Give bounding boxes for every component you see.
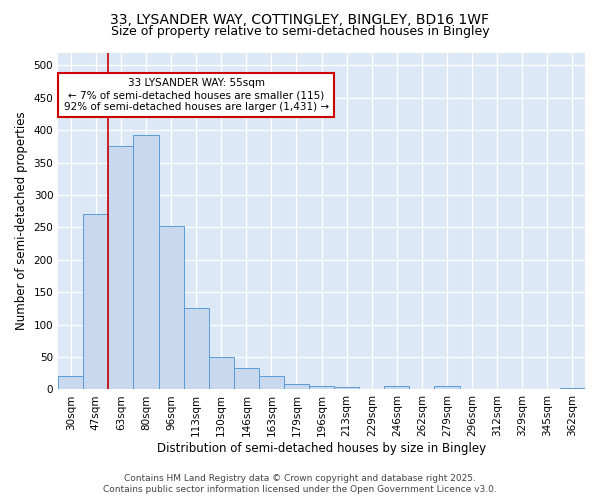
Text: Contains HM Land Registry data © Crown copyright and database right 2025.
Contai: Contains HM Land Registry data © Crown c… xyxy=(103,474,497,494)
Text: 33, LYSANDER WAY, COTTINGLEY, BINGLEY, BD16 1WF: 33, LYSANDER WAY, COTTINGLEY, BINGLEY, B… xyxy=(110,12,490,26)
Bar xyxy=(334,387,359,390)
Bar xyxy=(109,146,133,390)
Bar xyxy=(560,388,585,390)
Bar xyxy=(434,386,460,390)
Bar xyxy=(158,226,184,390)
Bar xyxy=(209,357,234,390)
Bar xyxy=(359,389,385,390)
Text: 33 LYSANDER WAY: 55sqm
← 7% of semi-detached houses are smaller (115)
92% of sem: 33 LYSANDER WAY: 55sqm ← 7% of semi-deta… xyxy=(64,78,329,112)
Bar xyxy=(133,135,158,390)
Bar xyxy=(385,386,409,390)
Bar xyxy=(83,214,109,390)
Text: Size of property relative to semi-detached houses in Bingley: Size of property relative to semi-detach… xyxy=(110,25,490,38)
Bar xyxy=(259,376,284,390)
Bar xyxy=(284,384,309,390)
Bar xyxy=(58,376,83,390)
Bar xyxy=(309,386,334,390)
Bar xyxy=(184,308,209,390)
X-axis label: Distribution of semi-detached houses by size in Bingley: Distribution of semi-detached houses by … xyxy=(157,442,486,455)
Bar xyxy=(234,368,259,390)
Y-axis label: Number of semi-detached properties: Number of semi-detached properties xyxy=(15,112,28,330)
